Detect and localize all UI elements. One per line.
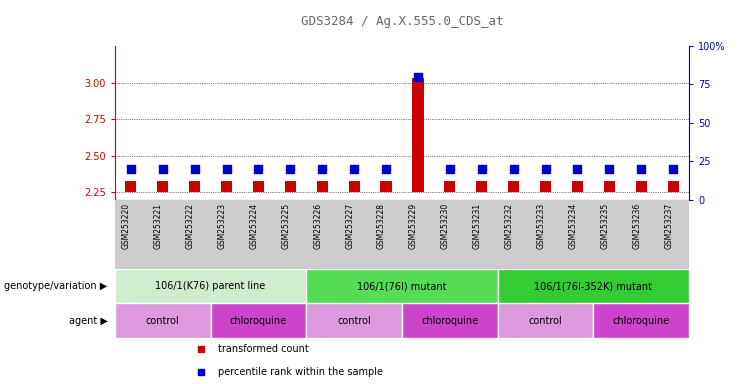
Text: GSM253220: GSM253220 xyxy=(122,203,131,249)
Text: GSM253234: GSM253234 xyxy=(568,203,577,249)
Bar xyxy=(285,180,296,192)
Text: GSM253233: GSM253233 xyxy=(536,203,545,249)
Point xyxy=(444,166,456,172)
Bar xyxy=(445,180,456,192)
Bar xyxy=(348,180,359,192)
Text: chloroquine: chloroquine xyxy=(613,316,670,326)
Text: GDS3284 / Ag.X.555.0_CDS_at: GDS3284 / Ag.X.555.0_CDS_at xyxy=(301,15,503,28)
Text: GSM253232: GSM253232 xyxy=(505,203,514,249)
Bar xyxy=(498,269,689,303)
Text: 106/1(K76) parent line: 106/1(K76) parent line xyxy=(156,281,266,291)
Bar xyxy=(412,78,424,192)
Point xyxy=(603,166,615,172)
Point xyxy=(412,74,424,80)
Bar xyxy=(604,180,615,192)
Text: chloroquine: chloroquine xyxy=(230,316,287,326)
Point xyxy=(571,166,583,172)
Bar xyxy=(115,303,210,338)
Bar xyxy=(210,303,306,338)
Bar xyxy=(316,180,328,192)
Bar xyxy=(157,180,168,192)
Text: GSM253224: GSM253224 xyxy=(250,203,259,249)
Text: GSM253226: GSM253226 xyxy=(313,203,322,249)
Text: GSM253221: GSM253221 xyxy=(153,203,163,249)
Text: GSM253236: GSM253236 xyxy=(632,203,641,249)
Bar xyxy=(380,180,392,192)
Text: control: control xyxy=(528,316,562,326)
Bar xyxy=(572,180,583,192)
Text: GSM253223: GSM253223 xyxy=(218,203,227,249)
Bar xyxy=(402,303,498,338)
Text: GSM253237: GSM253237 xyxy=(664,203,673,249)
Point xyxy=(508,166,519,172)
Bar xyxy=(221,180,232,192)
Text: GSM253231: GSM253231 xyxy=(473,203,482,249)
Text: genotype/variation ▶: genotype/variation ▶ xyxy=(4,281,107,291)
Text: GSM253227: GSM253227 xyxy=(345,203,354,249)
Text: control: control xyxy=(146,316,179,326)
Bar xyxy=(306,303,402,338)
Point xyxy=(316,166,328,172)
Bar xyxy=(498,303,594,338)
Bar xyxy=(189,180,200,192)
Point xyxy=(195,369,207,376)
Point xyxy=(195,346,207,353)
Point xyxy=(285,166,296,172)
Point xyxy=(667,166,679,172)
Text: GSM253222: GSM253222 xyxy=(185,203,195,249)
Bar xyxy=(594,303,689,338)
Point xyxy=(348,166,360,172)
Bar xyxy=(668,180,679,192)
Text: agent ▶: agent ▶ xyxy=(69,316,107,326)
Point xyxy=(125,166,137,172)
Text: control: control xyxy=(337,316,371,326)
Text: GSM253225: GSM253225 xyxy=(282,203,290,249)
Point xyxy=(635,166,647,172)
Text: GSM253229: GSM253229 xyxy=(409,203,418,249)
Text: 106/1(76I) mutant: 106/1(76I) mutant xyxy=(357,281,447,291)
Point xyxy=(476,166,488,172)
Text: 106/1(76I-352K) mutant: 106/1(76I-352K) mutant xyxy=(534,281,652,291)
Text: GSM253230: GSM253230 xyxy=(441,203,450,249)
Bar xyxy=(253,180,264,192)
Text: percentile rank within the sample: percentile rank within the sample xyxy=(218,367,383,377)
Bar xyxy=(476,180,488,192)
Point xyxy=(189,166,201,172)
Point xyxy=(539,166,551,172)
Text: GSM253235: GSM253235 xyxy=(600,203,609,249)
Point xyxy=(157,166,169,172)
Bar xyxy=(540,180,551,192)
Bar xyxy=(125,180,136,192)
Bar xyxy=(306,269,498,303)
Bar xyxy=(636,180,647,192)
Text: transformed count: transformed count xyxy=(218,344,309,354)
Bar xyxy=(115,269,306,303)
Point xyxy=(221,166,233,172)
Bar xyxy=(508,180,519,192)
Text: chloroquine: chloroquine xyxy=(421,316,479,326)
Point xyxy=(380,166,392,172)
Text: GSM253228: GSM253228 xyxy=(377,203,386,249)
Point xyxy=(253,166,265,172)
